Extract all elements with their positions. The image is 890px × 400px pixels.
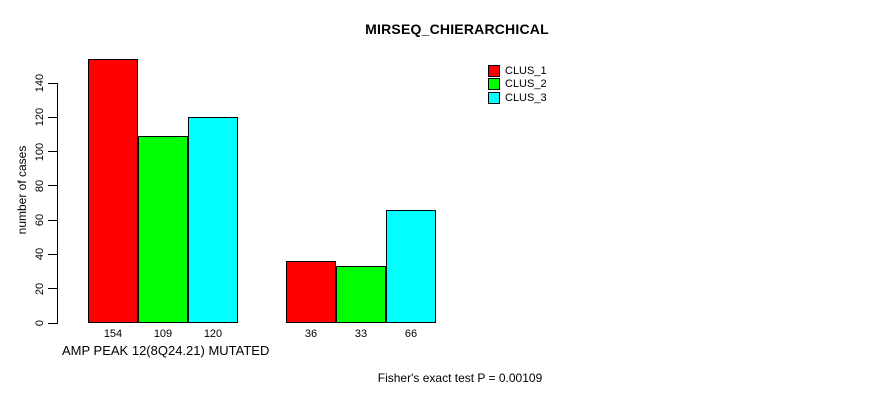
- y-tick-mark: [48, 151, 57, 153]
- legend-swatch-icon: [488, 91, 500, 104]
- y-tick-mark: [48, 219, 57, 221]
- chart-title: MIRSEQ_CHIERARCHICAL: [365, 21, 549, 37]
- y-tick-label: 40: [34, 248, 46, 261]
- y-tick-mark: [48, 322, 57, 324]
- y-tick-mark: [48, 82, 57, 84]
- bar-value-label: 66: [404, 328, 418, 340]
- y-tick-mark: [48, 288, 57, 290]
- bar-clus_2-group2: [336, 266, 386, 323]
- fisher-test-annotation: Fisher's exact test P = 0.00109: [377, 371, 543, 385]
- bar-clus_2-group1: [138, 136, 188, 323]
- legend-swatch-icon: [488, 78, 500, 91]
- legend-label: CLUS_2: [505, 78, 547, 91]
- y-axis-line: [57, 83, 58, 324]
- y-tick-label: 120: [34, 108, 46, 127]
- y-tick-label: 20: [34, 282, 46, 295]
- bar-clus_1-group2: [286, 261, 336, 323]
- legend-label: CLUS_1: [505, 64, 547, 77]
- legend-swatch-icon: [488, 64, 500, 77]
- bar-clus_3-group2: [386, 209, 436, 323]
- y-tick-label: 80: [34, 179, 46, 192]
- x-axis-label: AMP PEAK 12(8Q24.21) MUTATED: [62, 343, 270, 358]
- y-axis-label: number of cases: [15, 145, 29, 235]
- bar-value-label: 33: [354, 328, 368, 340]
- y-tick-label: 0: [34, 319, 46, 327]
- bar-value-label: 120: [203, 328, 223, 340]
- bar-value-label: 109: [153, 328, 173, 340]
- legend-label: CLUS_3: [505, 91, 547, 104]
- y-tick-mark: [48, 185, 57, 187]
- bar-clus_3-group1: [188, 117, 238, 323]
- legend-item-clus_3: CLUS_3: [488, 91, 547, 105]
- bar-value-label: 36: [304, 328, 318, 340]
- y-tick-mark: [48, 116, 57, 118]
- y-tick-mark: [48, 253, 57, 255]
- legend: CLUS_1 CLUS_2 CLUS_3: [488, 64, 547, 105]
- y-tick-label: 60: [34, 214, 46, 227]
- y-tick-label: 100: [34, 142, 46, 161]
- bar-value-label: 154: [103, 328, 123, 340]
- y-tick-label: 140: [34, 73, 46, 93]
- legend-item-clus_2: CLUS_2: [488, 78, 547, 92]
- bar-clus_1-group1: [88, 59, 138, 323]
- legend-item-clus_1: CLUS_1: [488, 64, 547, 78]
